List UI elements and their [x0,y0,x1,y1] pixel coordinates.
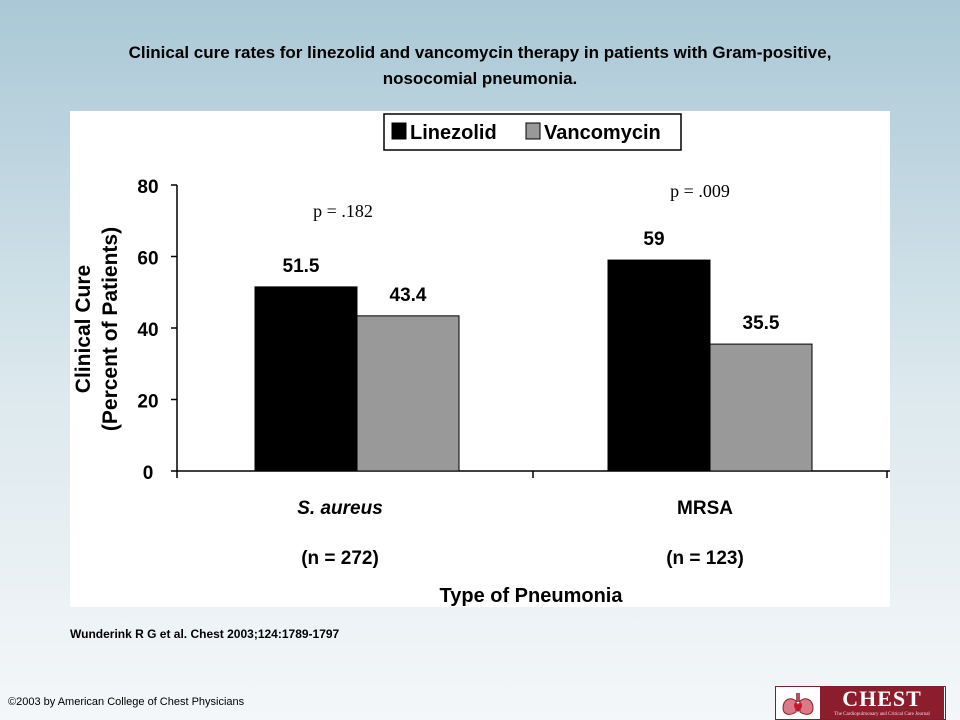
slide-title-line-2: nosocomial pneumonia. [382,69,578,88]
y-tick-label: 0 [143,463,154,484]
legend-swatch-vancomycin [525,122,541,140]
slide-title-line-1: Clinical cure rates for linezolid and va… [128,43,832,62]
x-axis-title: Type of Pneumonia [440,585,624,607]
y-tick-label: 40 [137,320,158,341]
y-tick-label: 60 [137,249,158,270]
bar-chart: 0 20 40 60 80 Clinical Cure (Percent of Patien… [72,113,890,607]
bar-value-label: 35.5 [743,313,780,334]
slide-title: Clinical cure rates for linezolid and va… [40,40,920,92]
bar-vancomycin-0 [356,315,460,472]
category-label: S. aureus [297,498,383,519]
legend-label-vancomycin: Vancomycin [544,122,661,144]
y-axis-title-line-1: Clinical Cure [72,265,95,393]
bar-vancomycin-1 [709,343,813,472]
p-value-label: p = .009 [670,181,730,201]
bar-value-label: 59 [643,229,664,250]
logo-subtitle: The Cardiopulmonary and Critical Care Jo… [820,711,944,719]
copyright: ©2003 by American College of Chest Physi… [8,696,245,708]
citation: Wunderink R G et al. Chest 2003;124:1789… [70,627,340,641]
bar-linezolid-1 [607,259,711,472]
y-tick-label: 20 [137,392,158,413]
bar-linezolid-0 [254,286,358,472]
category-count-label: (n = 272) [301,548,379,569]
category-label: MRSA [677,498,733,519]
chest-logo: CHEST The Cardiopulmonary and Critical C… [775,686,946,720]
legend-swatch-linezolid [391,122,407,140]
legend-label-linezolid: Linezolid [410,122,497,144]
y-axis-title-line-2: (Percent of Patients) [99,227,122,431]
bar-value-label: 51.5 [283,256,320,277]
p-value-label: p = .182 [313,201,373,221]
y-tick-label: 80 [137,177,158,198]
bar-value-label: 43.4 [390,285,427,306]
logo-wordmark: CHEST [820,687,944,711]
lungs-icon [782,693,814,715]
chart-panel: 0 20 40 60 80 Clinical Cure (Percent of Patien… [70,111,890,607]
category-count-label: (n = 123) [666,548,744,569]
